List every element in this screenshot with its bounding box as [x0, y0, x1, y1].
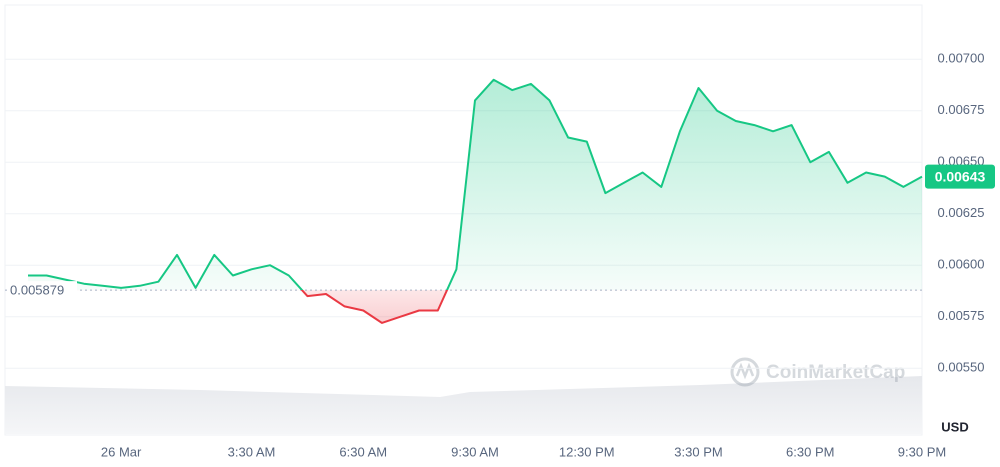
- x-tick-label: 3:30 PM: [674, 444, 722, 459]
- x-tick-label: 9:30 PM: [898, 444, 946, 459]
- watermark-text: CoinMarketCap: [766, 362, 905, 383]
- y-tick-label: 0.00700: [938, 51, 985, 66]
- x-tick-label: 3:30 AM: [228, 444, 276, 459]
- y-tick-label: 0.00600: [938, 257, 985, 272]
- baseline-label: 0.005879: [10, 283, 64, 298]
- last-price-label: 0.00643: [935, 168, 986, 184]
- watermark: CoinMarketCap: [730, 357, 905, 387]
- last-price-badge: [925, 164, 995, 189]
- y-tick-label: 0.00550: [938, 360, 985, 375]
- x-tick-label: 26 Mar: [101, 444, 142, 459]
- x-tick-label: 12:30 PM: [559, 444, 615, 459]
- x-tick-label: 9:30 AM: [451, 444, 499, 459]
- x-tick-label: 6:30 AM: [339, 444, 387, 459]
- y-unit: USD: [941, 419, 968, 434]
- y-tick-label: 0.00675: [938, 102, 985, 117]
- volume-band: [5, 376, 922, 434]
- y-tick-label: 0.00575: [938, 308, 985, 323]
- price-area: [28, 79, 922, 323]
- price-line: [28, 78, 923, 324]
- baseline-label-bg: [7, 281, 77, 300]
- y-tick-label: 0.00625: [938, 205, 985, 220]
- x-tick-label: 6:30 PM: [786, 444, 834, 459]
